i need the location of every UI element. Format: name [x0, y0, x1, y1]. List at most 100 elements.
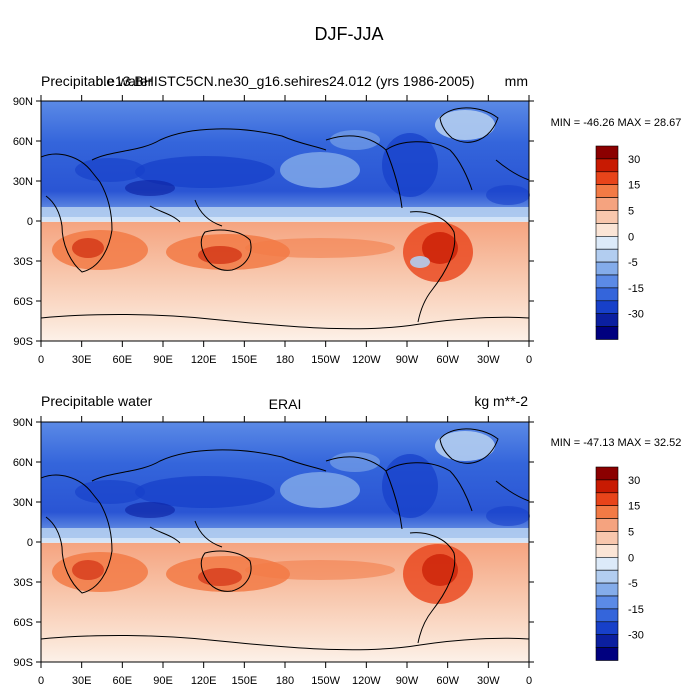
lat-tick-label: 30N — [13, 497, 33, 509]
colorbar-swatch — [595, 313, 619, 327]
map-plot — [40, 101, 530, 341]
colorbar-label: 30 — [628, 154, 640, 166]
colorbar: 30 15 5 0 -5 -15 -30 — [595, 466, 644, 661]
colorbar-swatch — [595, 544, 619, 558]
panel-left-label: Precipitable water — [41, 393, 153, 409]
lon-axis: 0 30E 60E 90E 120E 150E 180 150W 120W 90W 60W 30W 0 — [38, 416, 532, 687]
lon-tick-label: 120W — [352, 675, 381, 687]
lat-tick-label: 0 — [27, 537, 33, 549]
colorbar-swatch — [595, 621, 619, 635]
lon-tick-label: 150W — [311, 675, 340, 687]
lon-tick-label: 90E — [153, 354, 173, 366]
colorbar-swatch — [595, 466, 619, 481]
colorbar-label: 30 — [628, 475, 640, 487]
lon-tick-label: 0 — [38, 354, 44, 366]
colorbar-swatch — [595, 145, 619, 160]
lat-tick-label: 90N — [13, 96, 33, 108]
colorbar-swatch — [595, 236, 619, 250]
colorbar-swatch — [595, 248, 619, 263]
lon-tick-label: 0 — [526, 354, 532, 366]
colorbar-swatch — [595, 608, 619, 623]
colorbar-label: -5 — [628, 578, 638, 590]
colorbar-label: -5 — [628, 257, 638, 269]
panel-left-label: Precipitable water — [41, 73, 153, 89]
lat-tick-label: 60N — [13, 136, 33, 148]
map-plot — [40, 422, 530, 662]
colorbar-label: 5 — [628, 206, 634, 218]
colorbar-swatch — [595, 647, 619, 661]
colorbar-label: 0 — [628, 231, 634, 243]
lat-tick-label: 0 — [27, 216, 33, 228]
lon-tick-label: 180 — [276, 675, 294, 687]
colorbar-swatch — [595, 492, 619, 506]
colorbar-label: -15 — [628, 604, 644, 616]
lat-tick-label: 60S — [13, 296, 33, 308]
lon-tick-label: 30E — [72, 675, 92, 687]
colorbar-swatch — [595, 505, 619, 519]
colorbar-label: -15 — [628, 283, 644, 295]
lat-tick-label: 30N — [13, 176, 33, 188]
colorbar-swatch — [595, 634, 619, 648]
colorbar-swatch — [595, 569, 619, 584]
panel-erai: Precipitable water ERAI kg m**-2 MIN = -… — [13, 393, 682, 687]
panel-right-label: mm — [505, 73, 528, 89]
panel-center-label: b.e13.BHISTC5CN.ne30_g16.sehires24.012 (… — [95, 73, 474, 89]
colorbar-swatch — [595, 274, 619, 289]
panel-model: Precipitable water b.e13.BHISTC5CN.ne30_… — [13, 73, 682, 366]
colorbar-label: -30 — [628, 309, 644, 321]
colorbar-swatch — [595, 595, 619, 610]
lon-axis: 0 30E 60E 90E 120E 150E 180 150W 120W 90W 60W 30W 0 — [38, 95, 532, 366]
lon-tick-label: 30W — [477, 675, 500, 687]
lat-axis: 90N 60N 30N 0 30S 60S 90S — [13, 417, 534, 669]
panel-right-label: kg m**-2 — [474, 393, 528, 409]
colorbar-label: 0 — [628, 552, 634, 564]
lat-tick-label: 90N — [13, 417, 33, 429]
panel-center-label: ERAI — [269, 396, 302, 412]
colorbar-label: -30 — [628, 630, 644, 642]
figure-title: DJF-JJA — [315, 24, 384, 44]
lon-tick-label: 120E — [191, 675, 217, 687]
lon-tick-label: 0 — [38, 675, 44, 687]
panel-stats: MIN = -46.26 MAX = 28.67 — [551, 117, 682, 129]
lon-tick-label: 30W — [477, 354, 500, 366]
lon-tick-label: 150W — [311, 354, 340, 366]
lon-tick-label: 90E — [153, 675, 173, 687]
lon-tick-label: 90W — [396, 354, 419, 366]
colorbar-swatch — [595, 300, 619, 314]
colorbar-swatch — [595, 556, 619, 571]
colorbar-label: 15 — [628, 501, 640, 513]
colorbar-label: 5 — [628, 527, 634, 539]
colorbar-label: 15 — [628, 180, 640, 192]
colorbar-swatch — [595, 223, 619, 237]
colorbar-swatch — [595, 518, 619, 532]
lat-axis: 90N 60N 30N 0 30S 60S 90S — [13, 96, 534, 348]
lon-tick-label: 60E — [113, 354, 133, 366]
colorbar-swatch — [595, 158, 619, 173]
colorbar-swatch — [595, 531, 619, 545]
colorbar-swatch — [595, 582, 619, 597]
lat-tick-label: 90S — [13, 657, 33, 669]
lon-tick-label: 60W — [436, 675, 459, 687]
lat-tick-label: 90S — [13, 336, 33, 348]
colorbar-swatch — [595, 261, 619, 276]
colorbar-swatch — [595, 287, 619, 302]
lon-tick-label: 0 — [526, 675, 532, 687]
colorbar: 30 15 5 0 -5 -15 -30 — [595, 145, 644, 340]
lon-tick-label: 180 — [276, 354, 294, 366]
lon-tick-label: 120W — [352, 354, 381, 366]
colorbar-swatch — [595, 210, 619, 224]
lon-tick-label: 30E — [72, 354, 92, 366]
panel-stats: MIN = -47.13 MAX = 32.52 — [551, 437, 682, 449]
lon-tick-label: 90W — [396, 675, 419, 687]
lon-tick-label: 150E — [231, 354, 257, 366]
lat-tick-label: 30S — [13, 256, 33, 268]
lon-tick-label: 60W — [436, 354, 459, 366]
colorbar-swatch — [595, 171, 619, 186]
colorbar-swatch — [595, 184, 619, 198]
lon-tick-label: 150E — [231, 675, 257, 687]
lat-tick-label: 30S — [13, 577, 33, 589]
colorbar-swatch — [595, 197, 619, 211]
colorbar-swatch — [595, 326, 619, 340]
colorbar-swatch — [595, 479, 619, 494]
lon-tick-label: 60E — [113, 675, 133, 687]
